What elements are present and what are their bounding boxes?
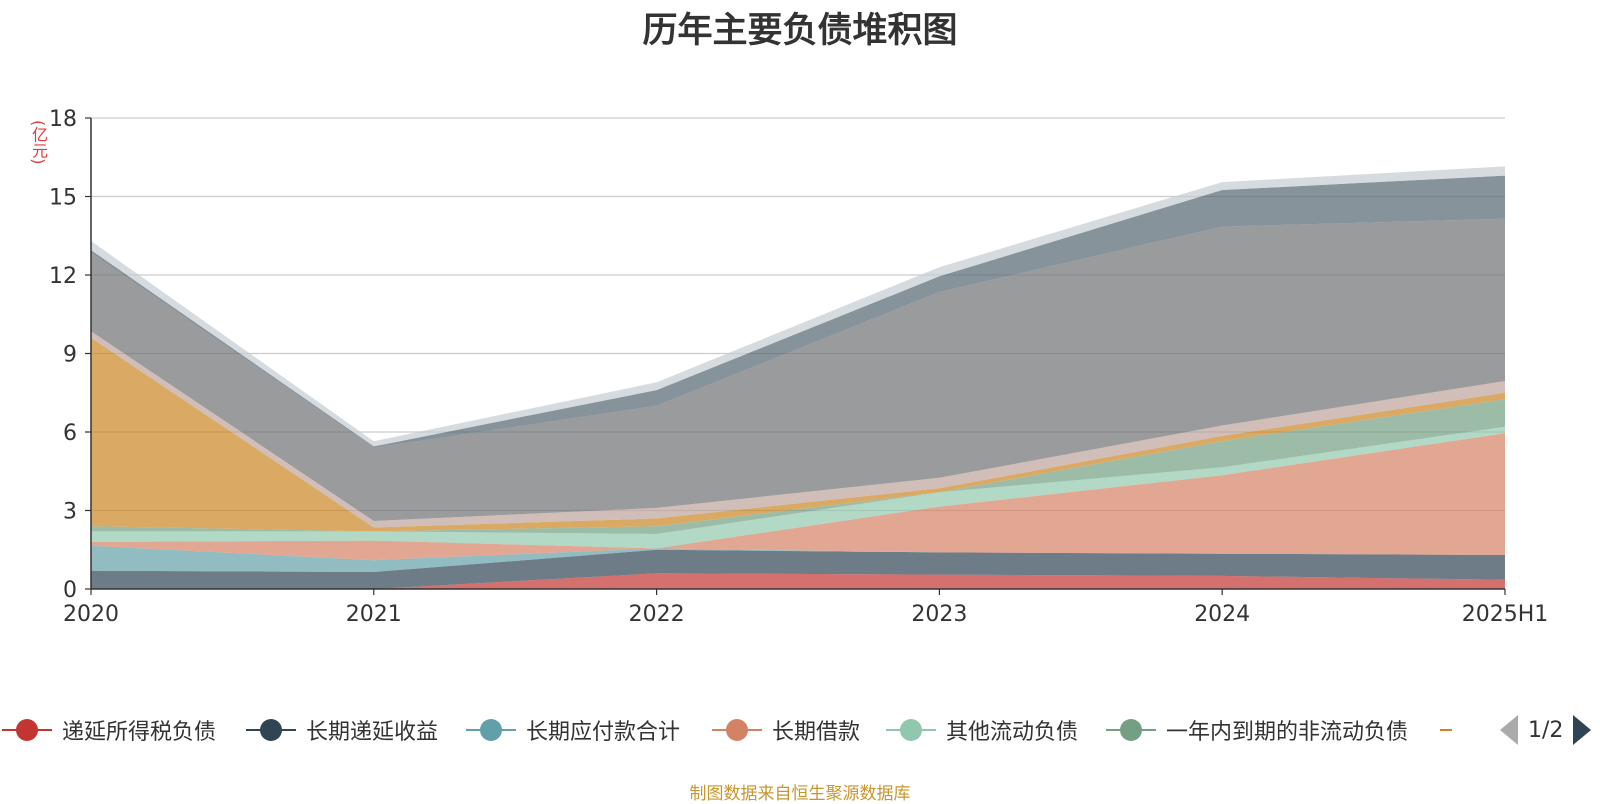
y-axis-unit-label: (亿元): [29, 120, 48, 165]
source-note: 制图数据来自恒生聚源数据库: [689, 784, 911, 804]
legend-label: 长期借款: [772, 720, 861, 745]
series-area-2: [91, 545, 1505, 572]
series-area-9: [91, 175, 1505, 448]
legend-item[interactable]: 一年内到期的非流动负债: [1106, 712, 1408, 748]
series-area-3: [91, 433, 1505, 561]
series-area-8: [91, 218, 1505, 521]
series-area-5: [91, 399, 1505, 534]
legend-label: 长期应付款合计: [526, 720, 681, 745]
x-tick-label: 2020: [63, 602, 119, 627]
series-area-7: [91, 331, 1505, 528]
legend-label: 其他流动负债: [946, 720, 1079, 745]
y-tick-label: 6: [63, 421, 77, 446]
legend-prev-page-icon[interactable]: [1500, 715, 1518, 745]
x-tick-label: 2024: [1194, 602, 1250, 627]
series-areas: [91, 166, 1505, 589]
y-tick-label: 12: [49, 264, 77, 289]
legend-item[interactable]: 递延所得税负债: [2, 712, 216, 748]
series-area-6: [91, 337, 1505, 532]
legend-item[interactable]: [1440, 712, 1452, 748]
legend-label: 递延所得税负债: [62, 720, 217, 745]
legend-label: 一年内到期的非流动负债: [1166, 720, 1409, 745]
axes: 0 3 6 9 12 15 18 2020 2021 2022 2023 2024 2025H1: [49, 107, 1548, 627]
y-tick-label: 0: [63, 578, 77, 603]
series-area-4: [91, 426, 1505, 549]
legend-marker-icon: [246, 712, 296, 748]
legend-item[interactable]: 其他流动负债: [886, 712, 1078, 748]
legend-item[interactable]: 长期应付款合计: [466, 712, 680, 748]
x-tick-label: 2025H1: [1462, 602, 1549, 627]
chart-title: 历年主要负债堆积图: [642, 11, 958, 51]
legend-item[interactable]: 长期借款: [712, 712, 860, 748]
stacked-area-chart: 0 3 6 9 12 15 18 2020 2021 2022 2023 2024 2025H1: [49, 107, 1548, 627]
legend-page-indicator: 1/2: [1528, 717, 1564, 743]
legend-marker-icon: [466, 712, 516, 748]
legend-marker-icon: [1440, 712, 1452, 748]
y-tick-label: 15: [49, 186, 77, 211]
y-tick-label: 3: [63, 500, 77, 525]
legend-pager: 1/2: [1500, 712, 1592, 748]
legend-next-page-icon[interactable]: [1573, 715, 1592, 745]
x-tick-label: 2023: [911, 602, 967, 627]
y-tick-label: 9: [63, 343, 77, 368]
legend-label: 长期递延收益: [306, 720, 439, 745]
legend-item[interactable]: 长期递延收益: [246, 712, 438, 748]
series-area-0: [91, 573, 1505, 589]
series-area-1: [91, 549, 1505, 589]
legend-marker-icon: [2, 712, 52, 748]
x-tick-label: 2021: [346, 602, 402, 627]
legend-marker-icon: [712, 712, 762, 748]
x-tick-label: 2022: [629, 602, 685, 627]
legend-marker-icon: [886, 712, 936, 748]
y-tick-label: 18: [49, 107, 77, 132]
legend: 递延所得税负债 长期递延收益 长期应付款合计 长期借款 其他流动负债 一年内到期的非流动负…: [0, 712, 1600, 748]
legend-marker-icon: [1106, 712, 1156, 748]
